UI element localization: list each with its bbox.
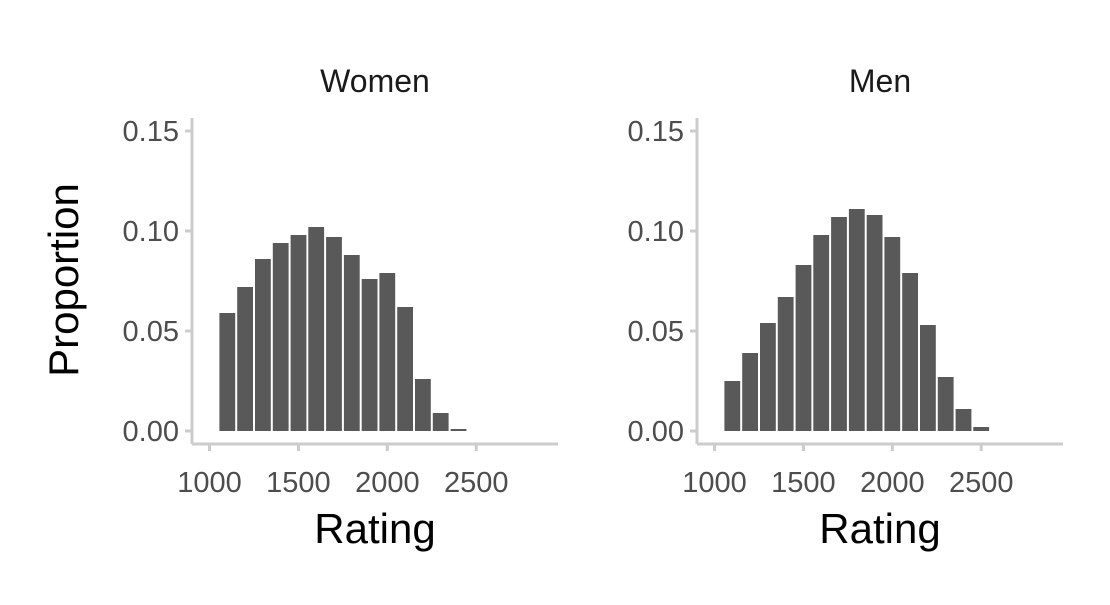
- x-tick-label: 2000: [355, 467, 420, 499]
- panel-title: Men: [849, 63, 911, 99]
- x-tick-label: 2000: [860, 467, 925, 499]
- x-tick-label: 1500: [266, 467, 331, 499]
- y-tick-label: 0.10: [123, 216, 179, 248]
- y-tick-label: 0.15: [628, 116, 684, 148]
- histogram-bar: [724, 381, 741, 431]
- histogram-bar: [920, 325, 936, 431]
- histogram-bar: [450, 429, 467, 431]
- x-tick-label: 1000: [682, 467, 747, 499]
- y-tick-label: 0.15: [123, 116, 179, 148]
- x-tick-label: 2500: [949, 467, 1014, 499]
- histogram-bar: [795, 265, 812, 431]
- histogram-bar: [813, 235, 830, 431]
- panel-men: Men 0.00 0.05 0.10 0.15 1000 1500 2000 2500 Ratin…: [628, 63, 1063, 552]
- x-axis-title: Rating: [314, 505, 435, 552]
- histogram-bar: [866, 215, 883, 431]
- y-tick-label: 0.10: [628, 216, 684, 248]
- histogram-bar: [848, 209, 865, 431]
- histogram-bar: [237, 287, 253, 431]
- histogram-bar: [884, 237, 901, 431]
- histogram-bar: [742, 353, 758, 431]
- histogram-bar: [415, 379, 431, 431]
- histogram-bar: [326, 237, 342, 431]
- x-axis-title: Rating: [819, 505, 940, 552]
- y-tick-label: 0.00: [628, 416, 684, 448]
- histogram-bar: [760, 323, 776, 431]
- histogram-bar: [955, 409, 972, 431]
- histogram-bar: [902, 273, 918, 431]
- histogram-bar: [432, 413, 449, 431]
- histogram-bar: [831, 217, 847, 431]
- histogram-bar: [290, 235, 307, 431]
- histogram-bar: [219, 313, 236, 431]
- y-tick-label: 0.05: [628, 316, 684, 348]
- histogram-bar: [308, 227, 325, 431]
- panel-women: Women 0.00 0.05 0.10 0.15 1000 1500 2000 2500 Rat…: [40, 63, 558, 552]
- y-tick-label: 0.05: [123, 316, 179, 348]
- panel-title: Women: [320, 63, 430, 99]
- histogram-bar: [361, 279, 378, 431]
- histogram-bar: [379, 273, 396, 431]
- y-axis-title: Proportion: [40, 183, 87, 377]
- histogram-bar: [973, 427, 990, 431]
- histogram-bar: [777, 297, 794, 431]
- y-tick-label: 0.00: [123, 416, 179, 448]
- x-tick-label: 2500: [444, 467, 509, 499]
- x-tick-label: 1500: [771, 467, 836, 499]
- histogram-bar: [255, 259, 271, 431]
- histogram-bar: [937, 377, 954, 431]
- x-tick-label: 1000: [177, 467, 242, 499]
- histogram-bar: [272, 243, 289, 431]
- histogram-bar: [343, 255, 360, 431]
- histogram-bar: [397, 307, 413, 431]
